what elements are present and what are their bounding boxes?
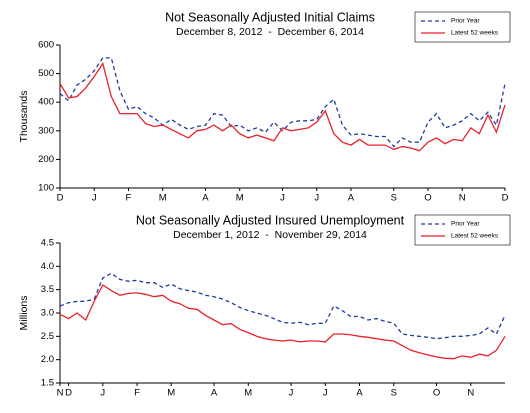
y-axis-label: Millions (18, 295, 30, 330)
x-tick-label: J (92, 193, 97, 204)
x-tick-label: S (391, 193, 397, 204)
x-tick-label: F (126, 193, 132, 204)
x-tick-label: O (433, 388, 440, 399)
y-tick-label: 600 (38, 40, 54, 51)
x-tick-label: J (314, 193, 319, 204)
y-tick-label: 3.0 (41, 308, 54, 319)
x-tick-label: A (211, 388, 218, 399)
x-tick-label: O (424, 193, 431, 204)
chart-subtitle: December 1, 2012 - November 29, 2014 (173, 229, 367, 241)
x-tick-label: M (244, 388, 252, 399)
y-tick-label: 500 (38, 68, 54, 79)
x-tick-label: D (502, 193, 509, 204)
x-tick-label: J (100, 388, 105, 399)
legend (414, 214, 511, 246)
y-tick-label: 2.5 (41, 331, 54, 342)
x-tick-label: J (323, 388, 328, 399)
y-tick-label: 3.5 (41, 284, 54, 295)
x-tick-label: D (65, 388, 72, 399)
x-tick-label: A (348, 193, 355, 204)
x-tick-label: J (280, 193, 285, 204)
legend (414, 11, 511, 43)
y-tick-label: 4.5 (41, 238, 54, 249)
x-tick-label: N (459, 193, 466, 204)
legend-label: Latest 52 weeks (451, 233, 499, 240)
y-tick-label: 2.0 (41, 354, 54, 365)
x-tick-label: M (236, 193, 244, 204)
x-tick-label: A (202, 193, 209, 204)
x-tick-label: M (167, 388, 175, 399)
chart-title: Not Seasonally Adjusted Insured Unemploy… (136, 213, 405, 227)
chart-subtitle: December 8, 2012 - December 6, 2014 (176, 26, 364, 38)
legend-label: Latest 52 weeks (451, 30, 499, 37)
y-tick-label: 200 (38, 154, 54, 165)
line-series (59, 272, 506, 340)
line-series (59, 284, 506, 360)
x-tick-label: N (57, 388, 64, 399)
y-tick-label: 400 (38, 97, 54, 108)
y-tick-label: 300 (38, 125, 54, 136)
line-series (59, 57, 506, 148)
x-tick-label: A (356, 388, 363, 399)
x-tick-label: J (289, 388, 294, 399)
y-tick-label: 1.5 (41, 378, 54, 389)
y-axis-label: Thousands (18, 91, 30, 143)
x-tick-label: M (159, 193, 167, 204)
x-tick-label: D (57, 193, 64, 204)
legend-label: Prior Year (451, 221, 480, 228)
line-series (59, 62, 506, 152)
legend-label: Prior Year (451, 18, 480, 25)
chart-title: Not Seasonally Adjusted Initial Claims (165, 10, 375, 24)
x-tick-label: N (467, 388, 474, 399)
x-tick-label: F (134, 388, 140, 399)
x-tick-label: S (391, 388, 397, 399)
y-tick-label: 100 (38, 183, 54, 194)
y-tick-label: 4.0 (41, 261, 54, 272)
